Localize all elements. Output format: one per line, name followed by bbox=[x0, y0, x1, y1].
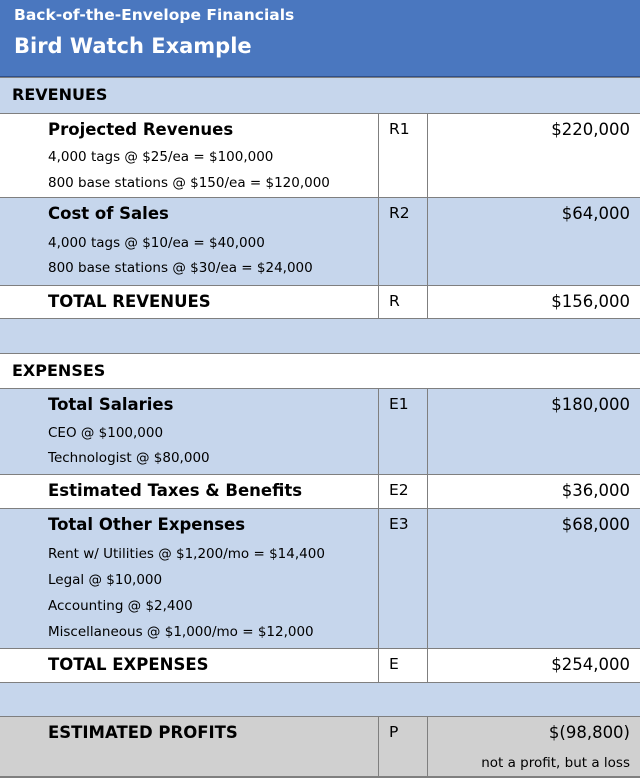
total-salaries-detail: Technologist @ $80,000 bbox=[48, 450, 210, 466]
other-expenses-detail: Legal @ $10,000 bbox=[48, 572, 163, 588]
spacer-row bbox=[0, 318, 640, 353]
sheet-subtitle: Bird Watch Example bbox=[14, 34, 252, 58]
other-expenses-amount: $68,000 bbox=[561, 515, 630, 534]
expenses-section-label: EXPENSES bbox=[12, 361, 106, 380]
other-expenses-label: Total Other Expenses bbox=[48, 515, 246, 534]
estimated-profits-label: ESTIMATED PROFITS bbox=[48, 723, 238, 742]
other-expenses-amount-cell: $68,000 bbox=[427, 509, 640, 648]
cost-of-sales-detail: 800 base stations @ $30/ea = $24,000 bbox=[48, 260, 313, 276]
revenues-section-label: REVENUES bbox=[12, 85, 108, 104]
total-salaries-ref-cell: E1 bbox=[378, 389, 427, 474]
other-expenses-detail: Rent w/ Utilities @ $1,200/mo = $14,400 bbox=[48, 546, 325, 562]
other-expenses-detail: Miscellaneous @ $1,000/mo = $12,000 bbox=[48, 624, 314, 640]
total-salaries-amount: $180,000 bbox=[551, 395, 630, 414]
other-expenses-detail: Accounting @ $2,400 bbox=[48, 598, 193, 614]
projected-revenues-row: Projected Revenues 4,000 tags @ $25/ea =… bbox=[0, 113, 640, 197]
cost-of-sales-ref-cell: R2 bbox=[378, 198, 427, 285]
table-bottom-border bbox=[0, 776, 640, 778]
total-revenues-amount: $156,000 bbox=[551, 292, 630, 311]
estimated-profits-amount: $(98,800) bbox=[548, 723, 630, 742]
revenues-section-row: REVENUES bbox=[0, 77, 640, 113]
projected-revenues-amount: $220,000 bbox=[551, 120, 630, 139]
projected-revenues-ref: R1 bbox=[389, 120, 410, 138]
cost-of-sales-amount-cell: $64,000 bbox=[427, 198, 640, 285]
total-revenues-ref: R bbox=[389, 292, 400, 310]
taxes-benefits-amount: $36,000 bbox=[561, 481, 630, 500]
other-expenses-description-cell: Total Other Expenses Rent w/ Utilities @… bbox=[0, 509, 378, 648]
total-salaries-detail: CEO @ $100,000 bbox=[48, 425, 164, 441]
total-salaries-label: Total Salaries bbox=[48, 395, 174, 414]
taxes-benefits-ref-cell: E2 bbox=[378, 475, 427, 508]
projected-revenues-detail: 800 base stations @ $150/ea = $120,000 bbox=[48, 175, 330, 191]
total-salaries-ref: E1 bbox=[389, 395, 409, 413]
estimated-profits-row: ESTIMATED PROFITS P $(98,800) not a prof… bbox=[0, 716, 640, 776]
taxes-benefits-description-cell: Estimated Taxes & Benefits bbox=[0, 475, 378, 508]
taxes-benefits-amount-cell: $36,000 bbox=[427, 475, 640, 508]
total-salaries-description-cell: Total Salaries CEO @ $100,000 Technologi… bbox=[0, 389, 378, 474]
total-revenues-ref-cell: R bbox=[378, 286, 427, 318]
other-expenses-ref: E3 bbox=[389, 515, 409, 533]
total-expenses-amount: $254,000 bbox=[551, 655, 630, 674]
projected-revenues-detail: 4,000 tags @ $25/ea = $100,000 bbox=[48, 149, 274, 165]
sheet-title: Back-of-the-Envelope Financials bbox=[14, 6, 295, 24]
total-salaries-row: Total Salaries CEO @ $100,000 Technologi… bbox=[0, 388, 640, 474]
other-expenses-row: Total Other Expenses Rent w/ Utilities @… bbox=[0, 508, 640, 648]
estimated-profits-ref: P bbox=[389, 723, 399, 741]
projected-revenues-description-cell: Projected Revenues 4,000 tags @ $25/ea =… bbox=[0, 114, 378, 197]
total-expenses-row: TOTAL EXPENSES E $254,000 bbox=[0, 648, 640, 682]
projected-revenues-amount-cell: $220,000 bbox=[427, 114, 640, 197]
cost-of-sales-description-cell: Cost of Sales 4,000 tags @ $10/ea = $40,… bbox=[0, 198, 378, 285]
total-revenues-row: TOTAL REVENUES R $156,000 bbox=[0, 285, 640, 318]
total-expenses-ref: E bbox=[389, 655, 399, 673]
taxes-benefits-label: Estimated Taxes & Benefits bbox=[48, 481, 303, 500]
total-expenses-ref-cell: E bbox=[378, 649, 427, 682]
total-expenses-amount-cell: $254,000 bbox=[427, 649, 640, 682]
cost-of-sales-ref: R2 bbox=[389, 204, 410, 222]
estimated-profits-amount-cell: $(98,800) not a profit, but a loss bbox=[427, 717, 640, 776]
taxes-benefits-ref: E2 bbox=[389, 481, 409, 499]
cost-of-sales-amount: $64,000 bbox=[561, 204, 630, 223]
other-expenses-ref-cell: E3 bbox=[378, 509, 427, 648]
total-salaries-amount-cell: $180,000 bbox=[427, 389, 640, 474]
projected-revenues-ref-cell: R1 bbox=[378, 114, 427, 197]
cost-of-sales-detail: 4,000 tags @ $10/ea = $40,000 bbox=[48, 235, 265, 251]
spacer-row bbox=[0, 682, 640, 716]
total-expenses-description-cell: TOTAL EXPENSES bbox=[0, 649, 378, 682]
cost-of-sales-label: Cost of Sales bbox=[48, 204, 169, 223]
estimated-profits-ref-cell: P bbox=[378, 717, 427, 776]
total-revenues-amount-cell: $156,000 bbox=[427, 286, 640, 318]
estimated-profits-description-cell: ESTIMATED PROFITS bbox=[0, 717, 378, 776]
total-revenues-description-cell: TOTAL REVENUES bbox=[0, 286, 378, 318]
sheet-header: Back-of-the-Envelope Financials Bird Wat… bbox=[0, 0, 640, 77]
total-expenses-label: TOTAL EXPENSES bbox=[48, 655, 209, 674]
taxes-benefits-row: Estimated Taxes & Benefits E2 $36,000 bbox=[0, 474, 640, 508]
total-revenues-label: TOTAL REVENUES bbox=[48, 292, 211, 311]
projected-revenues-label: Projected Revenues bbox=[48, 120, 234, 139]
estimated-profits-note: not a profit, but a loss bbox=[481, 755, 630, 771]
cost-of-sales-row: Cost of Sales 4,000 tags @ $10/ea = $40,… bbox=[0, 197, 640, 285]
expenses-section-row: EXPENSES bbox=[0, 353, 640, 388]
